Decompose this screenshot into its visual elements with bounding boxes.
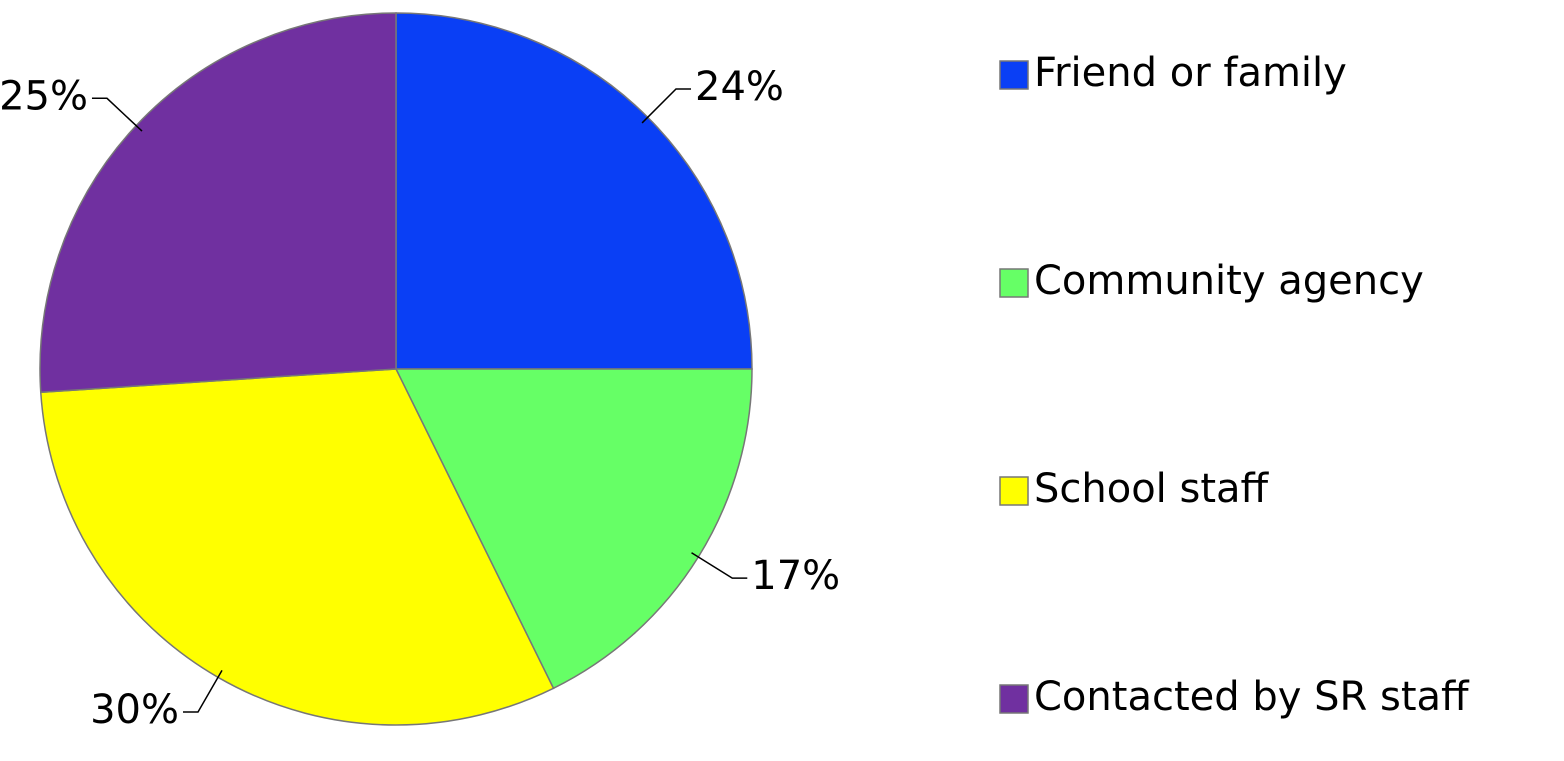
legend-swatch — [999, 476, 1029, 506]
data-label: 24% — [695, 64, 784, 110]
legend-label: Contacted by SR staff — [1034, 674, 1470, 720]
legend-label: Community agency — [1034, 258, 1424, 304]
legend-label: Friend or family — [1034, 50, 1347, 96]
legend-swatch — [999, 268, 1029, 298]
data-label: 17% — [751, 553, 840, 599]
leader-line — [641, 88, 692, 124]
leader-line — [183, 670, 223, 713]
leader-line — [91, 97, 143, 132]
legend-label: School staff — [1034, 466, 1270, 512]
data-label: 25% — [0, 73, 88, 119]
leader-line — [691, 552, 748, 579]
data-label: 30% — [90, 687, 179, 733]
pie-slice — [39, 12, 397, 394]
legend-swatch — [999, 60, 1029, 90]
legend-swatch — [999, 684, 1029, 714]
